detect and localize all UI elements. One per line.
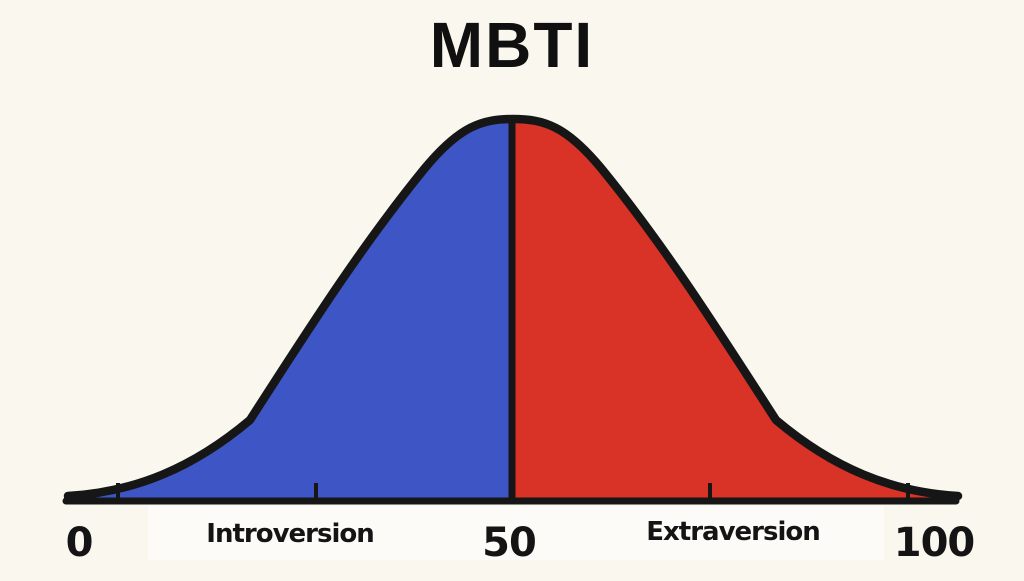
region-label-introversion: Introversion — [206, 519, 374, 549]
region-label-extraversion: Extraversion — [646, 517, 820, 547]
curve-outline — [63, 114, 963, 501]
x-tick-label-0: 0 — [65, 520, 94, 566]
extraversion-area — [513, 119, 958, 501]
x-tick-label-100: 100 — [893, 520, 975, 566]
chart-title: MBTI — [429, 9, 595, 81]
introversion-area — [68, 119, 513, 501]
label-background-band — [148, 506, 884, 560]
x-tick-label-50: 50 — [482, 520, 537, 566]
